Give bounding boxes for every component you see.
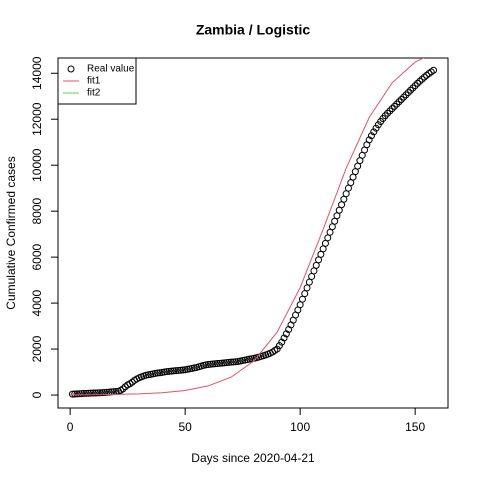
data-point [305, 278, 313, 286]
data-point [409, 84, 417, 92]
data-point [213, 360, 221, 368]
chart-title: Zambia / Logistic [196, 22, 311, 38]
data-point [423, 71, 431, 79]
data-point [105, 388, 113, 396]
data-point [365, 136, 373, 144]
data-point [177, 366, 185, 374]
data-point [174, 366, 182, 374]
data-point [372, 124, 380, 132]
data-point [91, 389, 99, 397]
fit-line [70, 58, 425, 396]
data-point [78, 390, 86, 398]
data-point [273, 345, 281, 353]
data-point [206, 360, 214, 368]
data-point [388, 105, 396, 113]
y-tick-label: 4000 [30, 289, 44, 316]
data-point [420, 73, 428, 81]
data-point [303, 284, 311, 292]
data-point [75, 390, 83, 398]
plot-area [68, 58, 438, 398]
x-tick-label: 100 [290, 420, 310, 434]
data-point [395, 98, 403, 106]
data-point [404, 89, 412, 97]
data-point [220, 359, 228, 367]
data-point [390, 102, 398, 110]
data-point [402, 91, 410, 99]
y-tick-label: 8000 [30, 197, 44, 224]
data-point [227, 358, 235, 366]
data-point [393, 100, 401, 108]
data-point [209, 360, 217, 368]
data-point [204, 360, 212, 368]
data-point [87, 389, 95, 397]
data-point [179, 366, 187, 374]
data-point [85, 389, 93, 397]
data-point [82, 389, 90, 397]
data-point [163, 368, 171, 376]
data-point [96, 389, 104, 397]
data-point [80, 389, 88, 397]
data-point [68, 390, 76, 398]
data-point [128, 378, 136, 386]
data-point [418, 75, 426, 83]
data-point [411, 82, 419, 90]
data-point [89, 389, 97, 397]
data-point [384, 109, 392, 117]
data-point [211, 360, 219, 368]
data-point [167, 367, 175, 375]
data-point [407, 86, 415, 94]
data-point [367, 132, 375, 140]
data-point [119, 385, 127, 393]
data-point [229, 358, 237, 366]
data-point [218, 359, 226, 367]
data-point [73, 390, 81, 398]
data-point [156, 369, 164, 377]
y-tick-label: 0 [30, 391, 44, 398]
data-point [158, 368, 166, 376]
legend-label: Real value [87, 64, 135, 75]
data-point [165, 367, 173, 375]
legend-label: fit1 [87, 76, 101, 87]
data-point [430, 66, 438, 74]
data-point [225, 358, 233, 366]
y-tick-label: 2000 [30, 335, 44, 362]
x-axis-label: Days since 2020-04-21 [191, 451, 315, 465]
data-point [172, 367, 180, 375]
data-point [71, 390, 79, 398]
data-point [275, 342, 283, 350]
data-point [301, 290, 309, 298]
data-point [413, 79, 421, 87]
data-point [154, 369, 162, 377]
data-point [386, 107, 394, 115]
x-tick-label: 150 [405, 420, 425, 434]
data-point [397, 95, 405, 103]
data-point [278, 338, 286, 346]
data-point [103, 388, 111, 396]
legend-label: fit2 [87, 88, 101, 99]
data-point [223, 359, 231, 367]
data-point [280, 334, 288, 342]
data-point [98, 389, 106, 397]
y-tick-label: 12000 [30, 102, 44, 136]
data-point [416, 77, 424, 85]
x-tick-label: 50 [178, 420, 192, 434]
y-tick-label: 14000 [30, 56, 44, 90]
data-point [216, 359, 224, 367]
data-point [232, 358, 240, 366]
legend-swatch [67, 65, 75, 73]
data-point [101, 389, 109, 397]
y-axis-label: Cumulative Confirmed cases [4, 156, 18, 309]
y-tick-label: 10000 [30, 148, 44, 182]
data-point [400, 93, 408, 101]
x-tick-label: 0 [67, 420, 74, 434]
data-point [94, 389, 102, 397]
data-point [170, 367, 178, 375]
data-point [370, 128, 378, 136]
y-tick-label: 6000 [30, 243, 44, 270]
